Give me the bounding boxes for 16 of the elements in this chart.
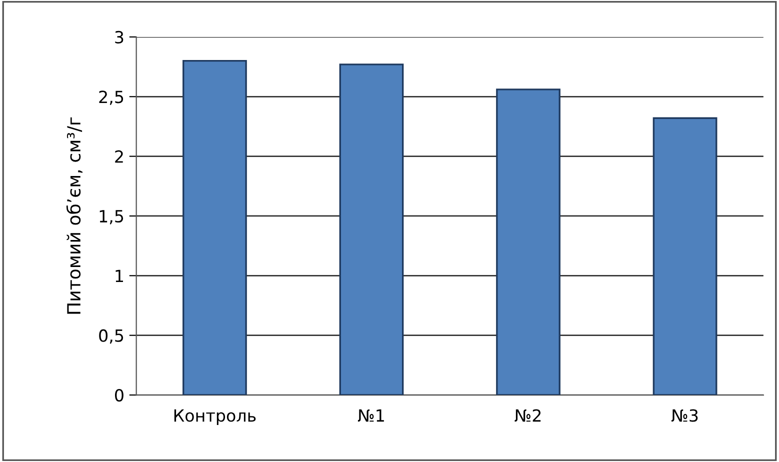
x-tick-label: №3 [672, 409, 698, 422]
y-tick-label: 0 [115, 388, 124, 402]
x-tick-label: Контроль [174, 409, 256, 426]
y-tick-label: 0,5 [99, 329, 124, 344]
y-tick-label: 1 [116, 270, 123, 282]
y-tick-label: 2 [115, 150, 123, 163]
x-tick-label: №2 [514, 409, 541, 422]
y-tick-label: 1,5 [100, 210, 124, 224]
bar [182, 60, 247, 396]
bar [496, 88, 560, 396]
bar [652, 117, 718, 396]
x-tick-label: №1 [358, 409, 384, 422]
bar [339, 64, 404, 396]
y-tick-label: 3 [115, 30, 124, 44]
y-axis-title: Питомий об’єм, см³/г [66, 117, 82, 314]
y-tick-label: 2,5 [99, 90, 124, 105]
